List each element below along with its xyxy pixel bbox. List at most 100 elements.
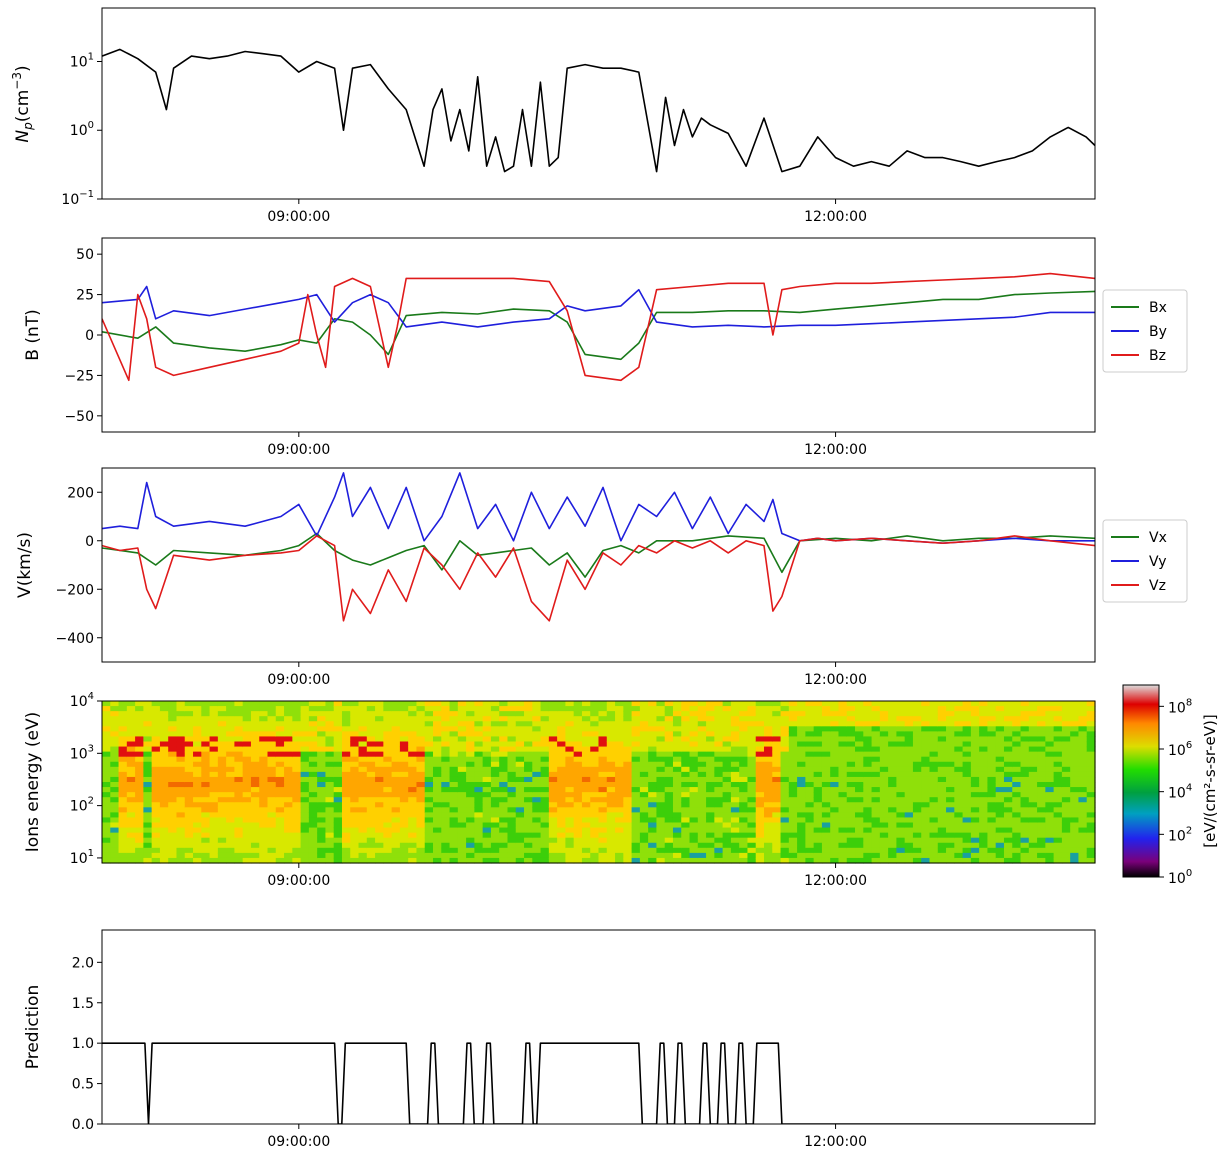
- heatmap-cell: [242, 746, 252, 753]
- heatmap-cell: [946, 807, 955, 813]
- heatmap-cell: [366, 787, 376, 793]
- heatmap-cell: [126, 731, 136, 738]
- heatmap-cell: [209, 827, 219, 834]
- heatmap-cell: [308, 726, 318, 732]
- heatmap-cell: [871, 706, 881, 712]
- heatmap-cell: [714, 827, 724, 834]
- heatmap-cell: [275, 787, 285, 793]
- heatmap-cell: [416, 751, 426, 758]
- heatmap-cell: [846, 701, 856, 707]
- heatmap-cell: [830, 721, 840, 727]
- heatmap-cell: [664, 782, 674, 788]
- heatmap-cell: [855, 706, 864, 712]
- heatmap-cell: [1003, 787, 1013, 793]
- heatmap-cell: [250, 721, 260, 727]
- heatmap-cell: [681, 807, 691, 813]
- heatmap-cell: [226, 701, 236, 707]
- heatmap-cell: [391, 736, 401, 743]
- heatmap-cell: [341, 837, 351, 844]
- heatmap-cell: [118, 746, 128, 753]
- heatmap-cell: [565, 797, 575, 803]
- heatmap-cell: [1020, 787, 1030, 793]
- heatmap-cell: [681, 857, 691, 864]
- heatmap-cell: [350, 847, 360, 854]
- heatmap-cell: [937, 797, 947, 803]
- heatmap-cell: [226, 776, 236, 783]
- heatmap-cell: [573, 771, 583, 778]
- heatmap-cell: [507, 787, 517, 793]
- heatmap-cell: [879, 857, 889, 864]
- heatmap-cell: [565, 726, 575, 732]
- heatmap-cell: [755, 837, 765, 844]
- heatmap-cell: [904, 792, 914, 798]
- heatmap-cell: [325, 802, 335, 808]
- heatmap-cell: [979, 847, 989, 854]
- heatmap-cell: [102, 817, 111, 824]
- heatmap-cell: [929, 807, 939, 813]
- heatmap-cell: [846, 822, 856, 829]
- heatmap-cell: [846, 837, 856, 844]
- heatmap-cell: [1003, 827, 1013, 834]
- heatmap-cell: [904, 797, 914, 803]
- heatmap-cell: [1020, 782, 1030, 788]
- heatmap-cell: [573, 847, 583, 854]
- heatmap-cell: [681, 822, 691, 829]
- heatmap-cell: [201, 746, 211, 753]
- heatmap-cell: [135, 837, 144, 844]
- heatmap-cell: [937, 802, 947, 808]
- heatmap-cell: [1037, 771, 1046, 778]
- heatmap-cell: [408, 837, 418, 844]
- heatmap-cell: [987, 771, 997, 778]
- heatmap-cell: [970, 701, 980, 707]
- heatmap-cell: [416, 761, 426, 768]
- heatmap-cell: [110, 751, 120, 758]
- heatmap-cell: [937, 701, 947, 707]
- heatmap-cell: [1078, 701, 1088, 707]
- heatmap-cell: [217, 812, 227, 819]
- heatmap-cell: [838, 802, 848, 808]
- heatmap-cell: [1045, 792, 1055, 798]
- heatmap-cell: [259, 701, 269, 707]
- heatmap-cell: [507, 822, 517, 829]
- heatmap-cell: [581, 726, 591, 732]
- heatmap-cell: [722, 711, 732, 717]
- heatmap-cell: [656, 802, 666, 808]
- heatmap-cell: [912, 701, 922, 707]
- heatmap-cell: [706, 776, 715, 783]
- heatmap-cell: [300, 822, 310, 829]
- heatmap-cell: [102, 822, 111, 829]
- heatmap-cell: [631, 822, 641, 829]
- heatmap-cell: [242, 701, 252, 707]
- heatmap-cell: [457, 756, 467, 763]
- heatmap-cell: [383, 792, 393, 798]
- heatmap-cell: [896, 761, 906, 768]
- heatmap-cell: [797, 787, 806, 793]
- heatmap-cell: [259, 766, 269, 773]
- heatmap-cell: [946, 706, 955, 712]
- heatmap-cell: [548, 822, 558, 829]
- heatmap-cell: [987, 817, 997, 824]
- heatmap-cell: [341, 802, 351, 808]
- heatmap-cell: [714, 746, 724, 753]
- heatmap-cell: [300, 771, 310, 778]
- heatmap-cell: [300, 812, 310, 819]
- heatmap-cell: [656, 721, 666, 727]
- heatmap-cell: [168, 766, 178, 773]
- heatmap-cell: [548, 817, 558, 824]
- heatmap-cell: [697, 701, 707, 707]
- heatmap-cell: [284, 837, 293, 844]
- heatmap-cell: [209, 736, 219, 743]
- heatmap-cell: [1086, 766, 1096, 773]
- heatmap-cell: [813, 857, 823, 864]
- heatmap-cell: [855, 802, 864, 808]
- heatmap-cell: [193, 776, 202, 783]
- heatmap-cell: [772, 792, 782, 798]
- heatmap-cell: [159, 756, 169, 763]
- heatmap-cell: [606, 807, 616, 813]
- heatmap-cell: [565, 857, 575, 864]
- heatmap-cell: [176, 847, 186, 854]
- heatmap-cell: [821, 842, 831, 849]
- series-line-by: [102, 285, 1095, 328]
- heatmap-cell: [631, 837, 641, 844]
- heatmap-cell: [921, 706, 931, 712]
